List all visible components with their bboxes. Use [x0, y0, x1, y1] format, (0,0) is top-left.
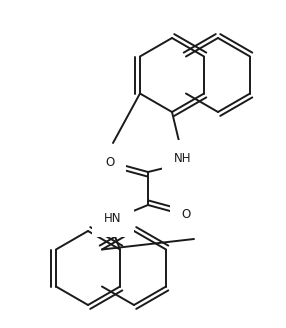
Text: O: O [181, 208, 191, 220]
Text: O: O [105, 156, 115, 170]
Text: NH: NH [174, 152, 192, 165]
Text: HN: HN [104, 213, 122, 226]
